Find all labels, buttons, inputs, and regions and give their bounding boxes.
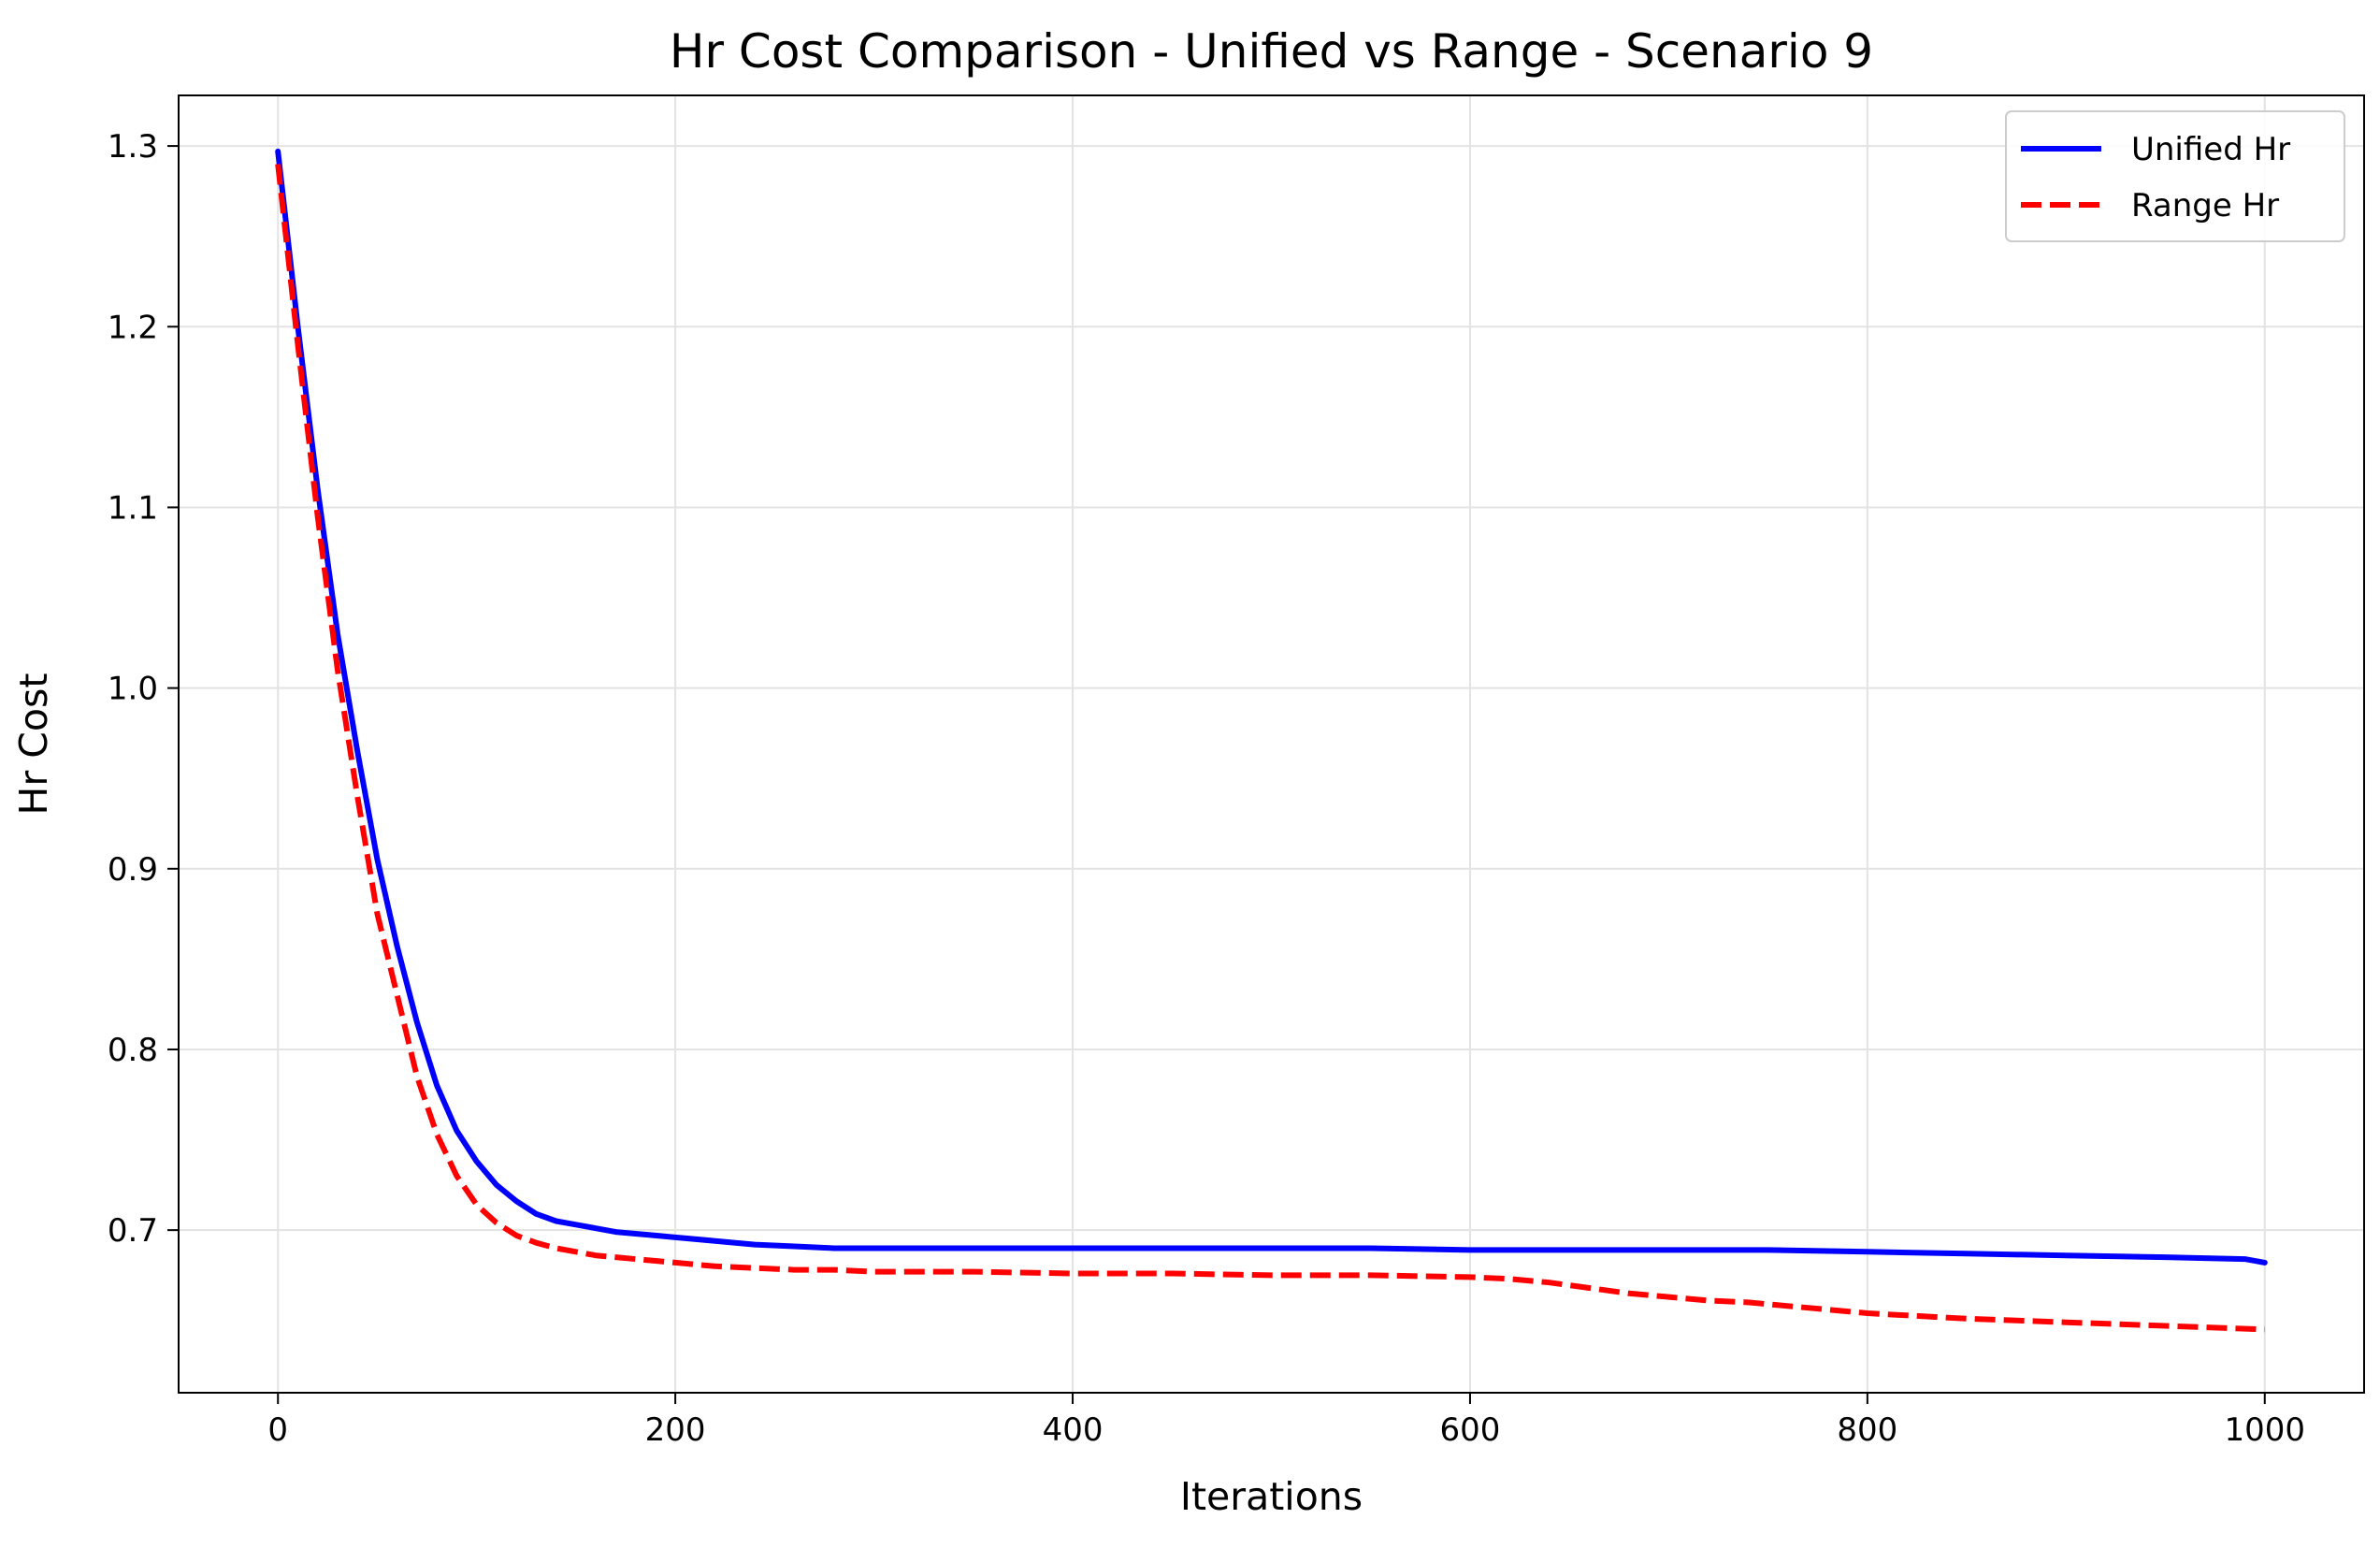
- y-axis-label: Hr Cost: [11, 673, 56, 816]
- series-line-range-hr: [275, 164, 2265, 1333]
- y-tick-label: 0.8: [108, 1032, 158, 1069]
- y-tick-label: 1.1: [108, 489, 158, 527]
- x-tick-label: 1000: [2225, 1411, 2306, 1449]
- series-line-unified-hr: [275, 148, 2268, 1266]
- plot-frame: [178, 94, 2365, 1394]
- x-tick-label: 600: [1440, 1411, 1501, 1449]
- grid: [179, 95, 2364, 1393]
- legend-label: Range Hr: [2131, 187, 2279, 224]
- x-tick-label: 0: [267, 1411, 288, 1449]
- x-tick-label: 400: [1043, 1411, 1103, 1449]
- series-group: [275, 148, 2268, 1333]
- legend-box: [2005, 110, 2345, 242]
- x-tick-label: 800: [1837, 1411, 1897, 1449]
- legend-label: Unified Hr: [2131, 131, 2290, 168]
- y-axis-ticks: 0.7 0.8 0.9 1.0 1.1 1.2 1.3: [108, 128, 179, 1250]
- y-tick-label: 1.3: [108, 128, 158, 166]
- y-tick-label: 0.7: [108, 1212, 158, 1250]
- y-tick-label: 1.0: [108, 671, 158, 708]
- legend: Unified Hr Range Hr: [2005, 110, 2345, 242]
- y-tick-label: 1.2: [108, 309, 158, 346]
- x-axis-ticks: 0 200 400 600 800 1000: [267, 1393, 2305, 1449]
- y-tick-label: 0.9: [108, 851, 158, 889]
- x-tick-label: 200: [645, 1411, 706, 1449]
- chart-title: Hr Cost Comparison - Unified vs Range - …: [670, 24, 1873, 79]
- x-axis-label: Iterations: [1180, 1474, 1363, 1519]
